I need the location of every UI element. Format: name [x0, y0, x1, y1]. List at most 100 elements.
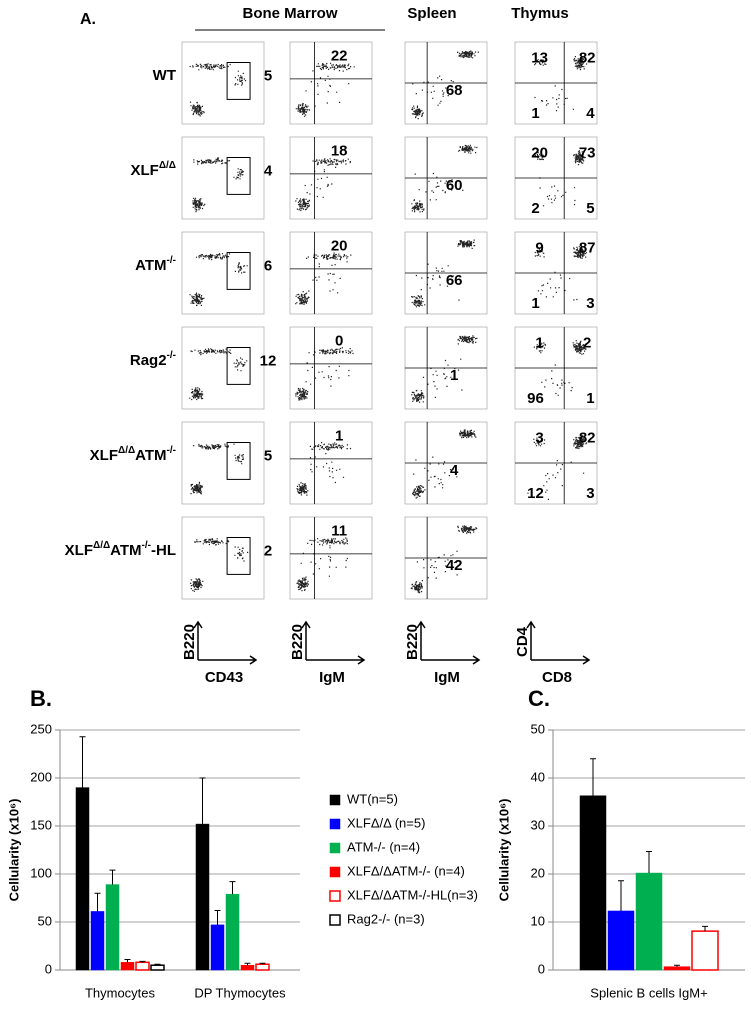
gate: [226, 347, 251, 385]
genotype-part: WT: [153, 67, 176, 84]
gate: [226, 442, 251, 480]
legend-label: WT(n=5): [347, 791, 398, 806]
error-bar: [244, 962, 251, 966]
event-dots: [192, 157, 244, 213]
gate-percent: 0: [335, 333, 343, 350]
quadrant-percent: 96: [527, 390, 544, 407]
gate-percent: 4: [450, 462, 459, 479]
gate-percent: 60: [446, 177, 463, 194]
bar: [150, 964, 165, 971]
error-bar: [109, 869, 116, 885]
error-bar: [199, 777, 206, 825]
bar: [225, 893, 240, 971]
axis-marker: IgM: [434, 669, 460, 686]
gate-percent: 5: [264, 447, 272, 464]
bar: [210, 924, 225, 971]
bar: [663, 966, 691, 971]
panel-label: C.: [528, 686, 550, 711]
event-dots: [412, 429, 477, 499]
quadrant-percent: 4: [586, 105, 595, 122]
quadrant-percent: 3: [535, 429, 543, 446]
y-tick-label: 150: [30, 817, 52, 832]
genotype-part: Δ/Δ: [159, 160, 176, 171]
gate-percent: 1: [335, 428, 343, 445]
gate-percent: 12: [260, 352, 277, 369]
gate-percent: 66: [446, 272, 463, 289]
bar: [135, 961, 150, 971]
bar: [255, 963, 270, 971]
gate-percent: 18: [331, 143, 348, 160]
legend-swatch: [329, 794, 341, 806]
facs-plot: [289, 136, 373, 220]
gate-percent: 68: [446, 82, 463, 99]
facs-plot: [289, 326, 373, 410]
quadrant-percent: 2: [531, 200, 539, 217]
axis-marker: CD43: [205, 669, 243, 686]
event-dots: [534, 150, 586, 207]
gate-percent: 11: [331, 523, 347, 540]
bar: [105, 884, 120, 971]
y-tick-label: 40: [531, 769, 545, 784]
genotype-part: ATM: [110, 542, 141, 559]
y-axis-label: Cellularity (x10⁶): [496, 799, 511, 902]
event-dots: [295, 158, 351, 212]
legend-label: XLFΔ/ΔATM-/-HL(n=3): [347, 887, 478, 902]
axis-arrow: [416, 620, 481, 665]
genotype-part: XLF: [90, 447, 118, 464]
genotype-label: Rag2-/-: [130, 350, 176, 369]
bar: [607, 910, 635, 971]
quadrant-percent: 82: [579, 49, 596, 66]
genotype-label: ATM-/-: [135, 255, 176, 274]
axis-marker: B220: [404, 624, 421, 660]
axis-arrow: [526, 620, 591, 665]
x-tick-label: Splenic B cells IgM+: [590, 985, 707, 1000]
gate: [226, 537, 251, 575]
quadrant-percent: 73: [579, 144, 596, 161]
tissue-header: Thymus: [511, 5, 569, 22]
event-dots: [296, 537, 348, 592]
error-bar: [79, 736, 86, 788]
facs-plot: [289, 516, 373, 600]
error-bar: [674, 964, 680, 967]
facs-plot: [289, 421, 373, 505]
error-bar: [154, 963, 161, 966]
event-dots: [189, 253, 248, 307]
y-tick-label: 0: [538, 961, 545, 976]
bar: [691, 930, 719, 971]
event-dots: [534, 246, 587, 301]
gate-percent: 42: [446, 557, 463, 574]
axis-marker: CD4: [514, 626, 531, 657]
event-dots: [295, 347, 354, 401]
axis-marker: CD8: [542, 669, 572, 686]
error-bar: [124, 958, 131, 963]
quadrant-percent: 5: [586, 200, 594, 217]
quadrant-percent: 1: [586, 390, 594, 407]
event-dots: [189, 63, 247, 117]
genotype-label: XLFΔ/ΔATM-/-: [90, 445, 176, 464]
quadrant-percent: 1: [535, 334, 543, 351]
genotype-label: WT: [153, 67, 176, 84]
legend-label: Rag2-/- (n=3): [347, 911, 425, 926]
facs-plot: [181, 231, 265, 315]
y-tick-label: 50: [531, 721, 545, 736]
legend-swatch: [329, 818, 341, 830]
error-bar: [139, 960, 146, 963]
gate-percent: 2: [264, 542, 272, 559]
gate-percent: 1: [450, 367, 458, 384]
genotype-part: XLF: [131, 162, 159, 179]
error-bar: [229, 881, 236, 895]
quadrant-percent: 1: [531, 295, 539, 312]
error-bar: [94, 892, 101, 912]
event-dots: [295, 252, 352, 305]
axis-marker: IgM: [319, 669, 345, 686]
error-bar: [214, 909, 221, 925]
panel-label: B.: [30, 686, 52, 711]
error-bar: [590, 758, 596, 796]
gate-percent: 5: [264, 67, 272, 84]
facs-plot: [289, 41, 373, 125]
quadrant-percent: 3: [586, 485, 594, 502]
quadrant-percent: 13: [531, 49, 548, 66]
event-dots: [533, 340, 587, 396]
error-bar: [646, 850, 652, 874]
gate-percent: 22: [331, 48, 348, 65]
